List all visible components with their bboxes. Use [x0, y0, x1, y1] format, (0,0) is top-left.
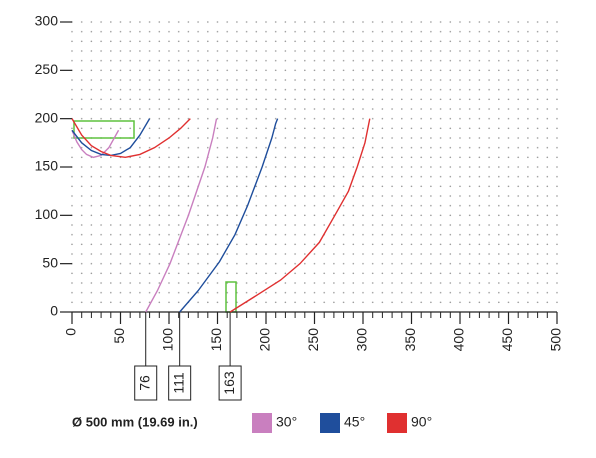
- x-tick-label: 100: [160, 328, 176, 352]
- legend-title: Ø 500 mm (19.69 in.): [72, 414, 198, 429]
- x-tick-label: 250: [305, 328, 321, 352]
- y-tick-label: 0: [50, 303, 58, 319]
- marker-label: 163: [221, 371, 237, 395]
- curve: [229, 118, 371, 313]
- curve: [145, 118, 218, 313]
- y-tick-label: 300: [35, 13, 59, 29]
- marker-box: [168, 365, 192, 401]
- x-tick-label: 350: [402, 328, 418, 352]
- marker-label: 76: [136, 375, 152, 391]
- x-tick-label: 450: [499, 328, 515, 352]
- y-tick-label: 200: [35, 109, 59, 125]
- x-tick-label: 200: [257, 328, 273, 352]
- marker-box: [218, 365, 242, 401]
- marker-label: 111: [170, 372, 186, 393]
- curve: [71, 118, 191, 159]
- x-tick-label: 400: [451, 328, 467, 352]
- legend-label: 45°: [344, 414, 365, 430]
- legend-label: 30°: [276, 414, 297, 430]
- x-tick-label: 50: [111, 328, 127, 344]
- zone-box: [73, 120, 135, 139]
- legend-label: 90°: [411, 414, 432, 430]
- x-tick-label: 500: [548, 328, 564, 352]
- y-tick-label: 150: [35, 158, 59, 174]
- y-tick-label: 250: [35, 61, 59, 77]
- x-tick-label: 0: [63, 328, 79, 336]
- y-tick-label: 100: [35, 206, 59, 222]
- curve: [179, 118, 279, 313]
- y-tick-label: 50: [42, 254, 58, 270]
- curve: [71, 129, 120, 159]
- legend-swatch: [387, 413, 407, 433]
- legend-swatch: [320, 413, 340, 433]
- legend-swatch: [252, 413, 272, 433]
- marker-box: [134, 365, 158, 401]
- x-tick-label: 150: [208, 328, 224, 352]
- x-tick-label: 300: [354, 328, 370, 352]
- dot-grid: [71, 21, 558, 311]
